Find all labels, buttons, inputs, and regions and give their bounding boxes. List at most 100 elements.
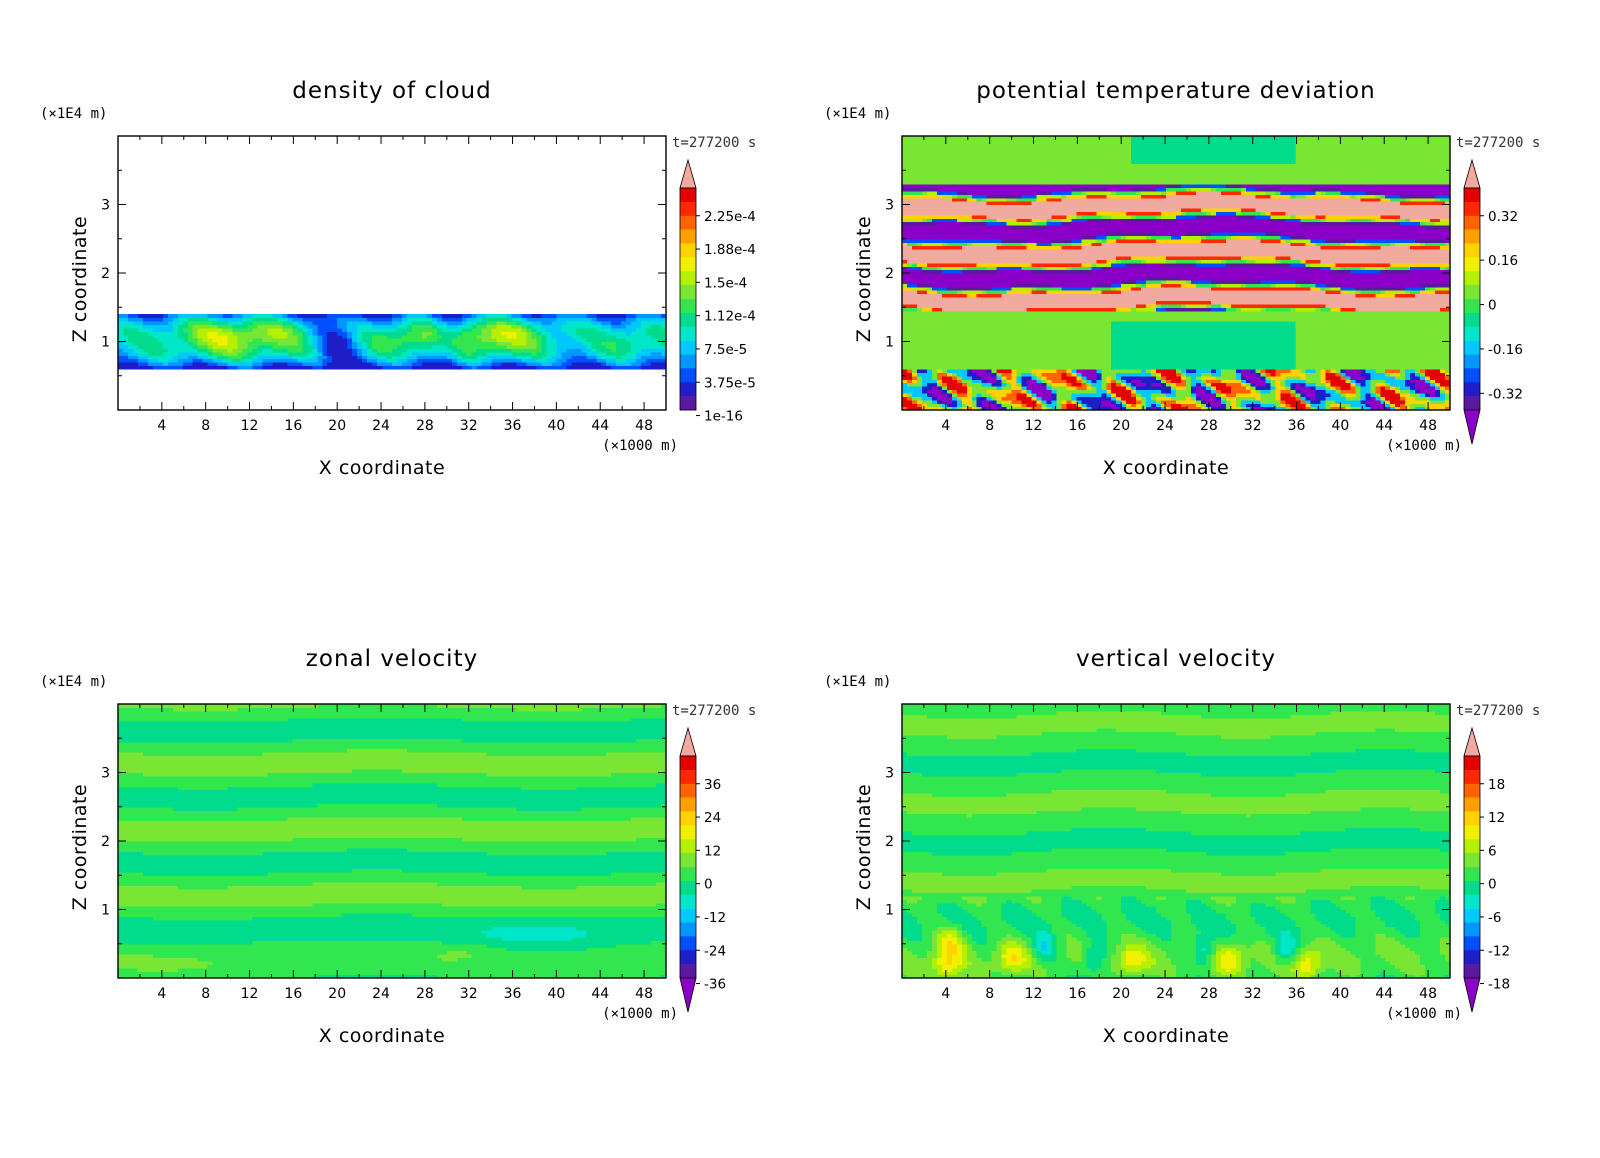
heatmap-cell bbox=[1151, 396, 1157, 401]
heatmap-cell bbox=[902, 149, 1132, 154]
heatmap-cell bbox=[1310, 960, 1322, 965]
heatmap-cell bbox=[118, 779, 667, 784]
heatmap-cell bbox=[1166, 382, 1172, 387]
heatmap-cell bbox=[961, 957, 968, 962]
heatmap-cell bbox=[1011, 372, 1018, 377]
heatmap-cell bbox=[1415, 406, 1426, 411]
heatmap-cell bbox=[636, 314, 662, 319]
heatmap-cell bbox=[1161, 279, 1167, 284]
heatmap-cell bbox=[406, 355, 418, 360]
heatmap-cell bbox=[951, 372, 958, 377]
heatmap-cell bbox=[1210, 793, 1287, 798]
heatmap-cell bbox=[526, 334, 533, 339]
heatmap-cell bbox=[1156, 238, 1202, 243]
heatmap-cell bbox=[1425, 379, 1431, 384]
heatmap-cell bbox=[1131, 136, 1297, 141]
x-tick-label: 40 bbox=[547, 986, 565, 1002]
heatmap-cell bbox=[1116, 950, 1122, 955]
heatmap-cell bbox=[1031, 221, 1038, 226]
heatmap-cell bbox=[172, 317, 179, 322]
heatmap-cell bbox=[446, 320, 463, 325]
heatmap-cell bbox=[902, 197, 953, 202]
heatmap-cell bbox=[392, 362, 403, 367]
heatmap-cell bbox=[192, 331, 199, 336]
heatmap-cell bbox=[1355, 286, 1406, 291]
heatmap-cell bbox=[1290, 960, 1297, 965]
heatmap-cell bbox=[317, 334, 323, 339]
heatmap-cell bbox=[1116, 372, 1152, 377]
heatmap-cell bbox=[1041, 375, 1048, 380]
heatmap-cell bbox=[1345, 375, 1351, 380]
heatmap-cell bbox=[902, 810, 908, 815]
heatmap-cell bbox=[1006, 947, 1023, 952]
heatmap-cell bbox=[118, 919, 667, 924]
heatmap-cell bbox=[1006, 392, 1018, 397]
heatmap-cell bbox=[546, 344, 557, 349]
heatmap-cell bbox=[916, 368, 928, 373]
heatmap-cell bbox=[1166, 916, 1192, 921]
heatmap-cell bbox=[1126, 399, 1137, 404]
heatmap-cell bbox=[1330, 406, 1346, 411]
heatmap-cell bbox=[362, 351, 368, 356]
heatmap-cell bbox=[137, 327, 154, 332]
heatmap-cell bbox=[1295, 307, 1317, 312]
heatmap-cell bbox=[1310, 279, 1451, 284]
heatmap-cell bbox=[1180, 235, 1202, 240]
heatmap-cell bbox=[1245, 379, 1252, 384]
heatmap-cell bbox=[916, 919, 953, 924]
heatmap-cell bbox=[936, 386, 943, 391]
heatmap-cell bbox=[1056, 710, 1162, 715]
heatmap-cell bbox=[961, 906, 1003, 911]
heatmap-cell bbox=[192, 344, 199, 349]
heatmap-cell bbox=[377, 358, 388, 363]
heatmap-cell bbox=[1445, 974, 1451, 979]
heatmap-cell bbox=[406, 324, 413, 329]
time-label: t=277200 s bbox=[672, 135, 756, 151]
x-tick-label: 40 bbox=[1331, 986, 1349, 1002]
heatmap-cell bbox=[1161, 382, 1167, 387]
heatmap-cell bbox=[956, 943, 963, 948]
heatmap-cell bbox=[1046, 290, 1102, 295]
heatmap-cell bbox=[531, 331, 538, 336]
heatmap-cell bbox=[1325, 214, 1381, 219]
heatmap-cell bbox=[1195, 396, 1202, 401]
heatmap-cell bbox=[1131, 255, 1167, 260]
heatmap-cell bbox=[1390, 372, 1401, 377]
heatmap-cell bbox=[1240, 379, 1247, 384]
heatmap-cell bbox=[521, 320, 533, 325]
heatmap-cell bbox=[1385, 923, 1421, 928]
x-unit-label: (×1000 m) bbox=[602, 438, 678, 454]
heatmap-cell bbox=[192, 358, 204, 363]
heatmap-cell bbox=[1051, 943, 1058, 948]
heatmap-cell bbox=[1106, 933, 1122, 938]
heatmap-cell bbox=[486, 314, 508, 319]
heatmap-cell bbox=[556, 358, 567, 363]
heatmap-cell bbox=[902, 789, 1053, 794]
heatmap-cell bbox=[1200, 386, 1207, 391]
heatmap-cell bbox=[167, 362, 184, 367]
heatmap-cell bbox=[1260, 279, 1297, 284]
heatmap-cell bbox=[237, 707, 518, 712]
heatmap-cell bbox=[456, 324, 473, 329]
heatmap-cell bbox=[287, 348, 303, 353]
heatmap-cell bbox=[1245, 259, 1257, 264]
heatmap-cell bbox=[1290, 967, 1302, 972]
heatmap-cell bbox=[1195, 940, 1212, 945]
heatmap-cell bbox=[1215, 386, 1232, 391]
heatmap-cell bbox=[1340, 372, 1346, 377]
heatmap-cell bbox=[287, 334, 298, 339]
heatmap-cell bbox=[1026, 830, 1192, 835]
heatmap-cell bbox=[931, 936, 938, 941]
heatmap-cell bbox=[902, 403, 918, 408]
heatmap-cell bbox=[362, 344, 368, 349]
heatmap-cell bbox=[1111, 331, 1297, 336]
colorbar-swatch bbox=[1464, 243, 1480, 258]
heatmap-cell bbox=[1400, 396, 1406, 401]
heatmap-cell bbox=[902, 170, 1451, 175]
heatmap-cell bbox=[1041, 406, 1048, 411]
heatmap-cell bbox=[1001, 382, 1008, 387]
heatmap-cell bbox=[262, 365, 313, 370]
heatmap-cell bbox=[1166, 403, 1172, 408]
heatmap-cell bbox=[536, 365, 567, 370]
heatmap-cell bbox=[661, 341, 667, 346]
